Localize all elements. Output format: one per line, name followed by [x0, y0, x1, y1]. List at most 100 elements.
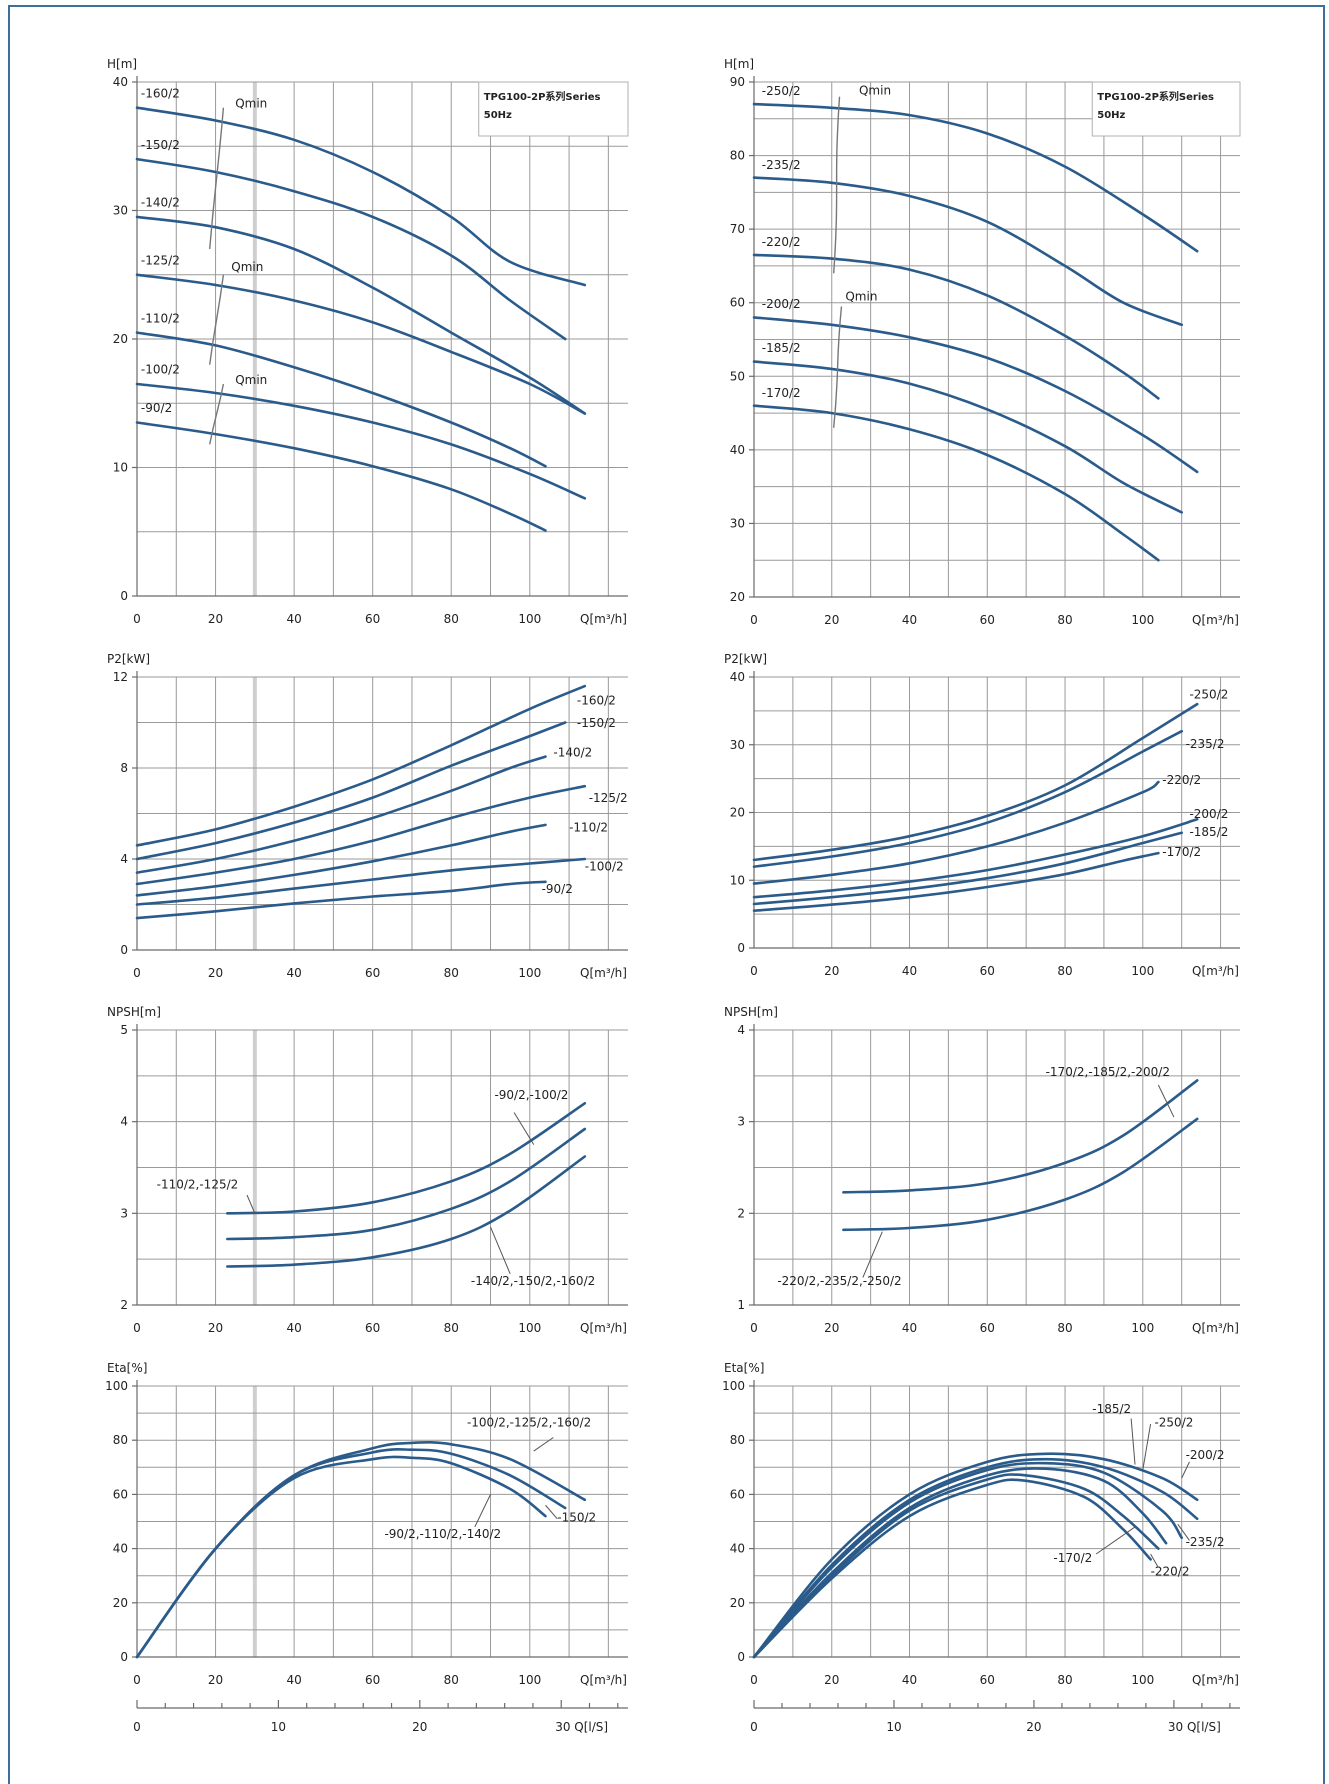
y-tick-label: 0 [120, 1650, 128, 1664]
series-line [135, 1455, 547, 1659]
series-line [135, 157, 567, 341]
y-tick-label: 3 [120, 1206, 128, 1220]
x-tick-label: 40 [902, 1673, 917, 1687]
series-note-box [478, 81, 629, 137]
x-tick-label: 20 [824, 1673, 839, 1687]
y-axis-label: Eta[%] [107, 1361, 147, 1375]
x-tick-label: 60 [365, 966, 380, 980]
secondary-tick-label: 10 [886, 1720, 901, 1734]
curve-group-label: -250/2 [1154, 1416, 1193, 1430]
x-tick-label: 20 [208, 612, 223, 626]
y-axis-label: NPSH[m] [107, 1005, 161, 1019]
series-line [752, 702, 1199, 862]
qmin-label: Qmin [231, 260, 263, 274]
leader-line [1142, 1423, 1152, 1471]
y-axis-label: H[m] [724, 57, 754, 71]
y-tick-label: 30 [730, 516, 745, 530]
x-tick-label: 80 [444, 966, 459, 980]
leader-line [1181, 1461, 1190, 1479]
y-tick-label: 40 [113, 1542, 128, 1556]
x-tick-label: 0 [133, 966, 141, 980]
chart-left_npsh: 2 3 4 5 0 20 40 60 80 100 Q[m³/h] NPSH[m] -90/2,-100… [107, 1005, 628, 1335]
series-line [752, 780, 1160, 885]
series-line [135, 721, 567, 861]
series-label: -250/2 [1189, 688, 1228, 702]
y-tick-label: 30 [730, 738, 745, 752]
x-axis-label: Q[m³/h] [580, 612, 627, 626]
leader-line [533, 1437, 554, 1452]
x-tick-label: 100 [518, 1673, 541, 1687]
x-tick-label: 20 [824, 613, 839, 627]
series-note-line2: 50Hz [1097, 110, 1125, 121]
x-tick-label: 100 [1131, 1673, 1154, 1687]
y-tick-label: 0 [737, 1650, 745, 1664]
series-line [135, 1441, 587, 1659]
qmin-line [833, 306, 843, 428]
curve-group-label: -170/2 [1053, 1551, 1092, 1565]
curve-group-label: -150/2 [557, 1511, 596, 1525]
series-line [752, 831, 1183, 906]
curve-group-label: -90/2,-110/2,-140/2 [384, 1527, 501, 1541]
x-tick-label: 20 [208, 966, 223, 980]
x-tick-label: 60 [980, 1673, 995, 1687]
x-tick-label: 40 [286, 1321, 301, 1335]
x-tick-label: 0 [750, 613, 758, 627]
y-tick-label: 100 [722, 1379, 745, 1393]
x-axis-label: Q[m³/h] [1192, 1673, 1239, 1687]
series-line [752, 729, 1183, 868]
y-tick-label: 20 [730, 590, 745, 604]
series-label: -160/2 [577, 693, 616, 707]
series-label: -110/2 [569, 821, 608, 835]
x-tick-label: 80 [1057, 1321, 1072, 1335]
x-tick-label: 60 [365, 1321, 380, 1335]
x-tick-label: 60 [980, 964, 995, 978]
x-axis-label: Q[m³/h] [580, 1673, 627, 1687]
qmin-line [833, 96, 841, 274]
series-line [752, 102, 1199, 253]
series-label: -220/2 [762, 235, 801, 249]
y-tick-label: 4 [120, 852, 128, 866]
series-note-line1: TPG100-2P系列Series [1097, 90, 1214, 103]
series-line [135, 823, 547, 897]
y-tick-label: 60 [730, 296, 745, 310]
series-label: -185/2 [1189, 825, 1228, 839]
x-axis-label: Q[m³/h] [580, 1321, 627, 1335]
x-tick-label: 80 [444, 1673, 459, 1687]
x-tick-label: 80 [1057, 613, 1072, 627]
chart-left_power: 0 4 8 12 0 20 40 60 80 100 Q[m³/h] P2[kW] -160/2 -150… [107, 652, 628, 980]
x-tick-label: 40 [902, 1321, 917, 1335]
series-line [135, 331, 547, 468]
y-tick-label: 80 [730, 149, 745, 163]
series-line [752, 176, 1183, 327]
y-tick-label: 2 [737, 1206, 745, 1220]
series-line [135, 684, 587, 847]
series-label: -220/2 [1162, 773, 1201, 787]
curve-group-label: -100/2,-125/2,-160/2 [467, 1416, 591, 1430]
series-label: -125/2 [141, 253, 180, 267]
qmin-label: Qmin [845, 290, 877, 304]
y-tick-label: 20 [730, 806, 745, 820]
series-label: -140/2 [553, 746, 592, 760]
series-line [842, 1117, 1199, 1232]
series-note-box [1091, 81, 1241, 137]
y-tick-label: 20 [113, 1596, 128, 1610]
y-tick-label: 40 [113, 75, 128, 89]
series-line [752, 1452, 1199, 1659]
y-tick-label: 20 [113, 332, 128, 346]
series-line [752, 818, 1199, 899]
qmin-label: Qmin [859, 84, 891, 98]
x-tick-label: 60 [980, 1321, 995, 1335]
x-tick-label: 60 [365, 1673, 380, 1687]
y-tick-label: 60 [113, 1487, 128, 1501]
series-label: -110/2,-125/2 [157, 1178, 239, 1192]
x-tick-label: 100 [518, 612, 541, 626]
series-line [135, 1448, 567, 1659]
y-tick-label: 80 [113, 1433, 128, 1447]
series-label: -150/2 [577, 716, 616, 730]
x-axis-label: Q[m³/h] [1192, 1321, 1239, 1335]
y-tick-label: 10 [730, 873, 745, 887]
x-tick-label: 100 [1131, 964, 1154, 978]
y-axis-label: P2[kW] [107, 652, 150, 666]
